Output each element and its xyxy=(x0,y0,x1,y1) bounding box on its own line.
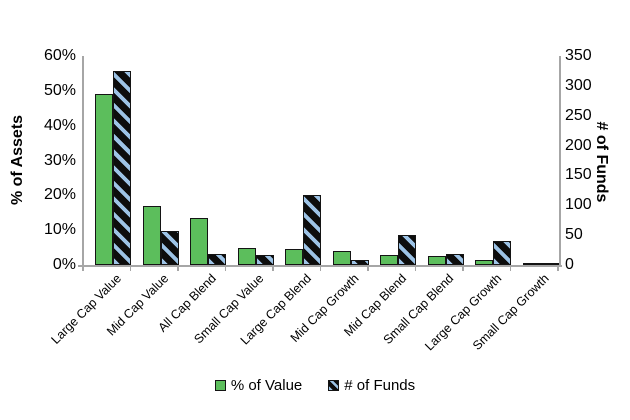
y-tick-left: 20% xyxy=(43,186,76,204)
y-tick-left: 60% xyxy=(43,47,76,64)
bar-percent-of-value xyxy=(237,247,256,265)
bar-percent-of-value xyxy=(427,256,446,265)
bar-number-of-funds xyxy=(398,235,416,265)
y-tick-left: 0% xyxy=(52,256,76,273)
bar-number-of-funds xyxy=(540,262,559,265)
bar-number-of-funds xyxy=(208,253,226,265)
y-tick-right: 200 xyxy=(565,136,592,154)
y-tick-right: 300 xyxy=(565,76,592,94)
x-axis-line xyxy=(78,265,562,267)
bar-percent-of-value xyxy=(285,249,303,265)
x-tick-mark xyxy=(319,267,321,271)
bar-number-of-funds xyxy=(303,195,321,265)
legend-swatch-green xyxy=(214,380,226,391)
x-tick-mark xyxy=(414,267,416,271)
bar-number-of-funds xyxy=(445,254,464,265)
bar-number-of-funds xyxy=(255,255,274,265)
x-tick-mark xyxy=(177,267,179,271)
x-tick-mark xyxy=(462,267,464,271)
bar-percent-of-value xyxy=(95,94,113,265)
bar-percent-of-value xyxy=(380,254,398,265)
bar-percent-of-value xyxy=(475,259,493,265)
legend-item-number-of-funds: # of Funds xyxy=(328,377,415,394)
plot-area xyxy=(82,56,561,265)
x-tick-mark xyxy=(509,267,511,271)
bar-percent-of-value xyxy=(190,217,208,265)
bar-number-of-funds xyxy=(493,241,511,265)
y-tick-left: 40% xyxy=(43,116,76,134)
x-tick-mark xyxy=(224,267,226,271)
x-tick-mark xyxy=(129,267,131,271)
legend: % of Value # of Funds xyxy=(0,377,630,394)
y-tick-right: 0 xyxy=(565,256,574,273)
y-tick-left: 30% xyxy=(43,151,76,169)
bar-number-of-funds xyxy=(113,70,131,265)
y-tick-left: 10% xyxy=(43,221,76,239)
x-tick-mark xyxy=(82,267,84,271)
bar-percent-of-value xyxy=(142,205,161,265)
y-tick-right: 250 xyxy=(565,106,592,124)
legend-label-number-of-funds: # of Funds xyxy=(344,377,416,394)
x-tick-mark xyxy=(272,267,274,271)
bar-percent-of-value xyxy=(522,263,541,265)
bar-number-of-funds xyxy=(350,260,369,265)
y-tick-right: 150 xyxy=(565,166,592,184)
legend-label-percent-of-value: % of Value xyxy=(230,377,303,394)
bar-percent-of-value xyxy=(332,251,351,265)
legend-item-percent-of-value: % of Value xyxy=(214,377,303,394)
bar-number-of-funds xyxy=(160,230,179,265)
y-tick-right: 350 xyxy=(565,47,592,64)
left-axis-title: % of Assets xyxy=(9,114,26,206)
y-tick-right: 50 xyxy=(565,226,583,244)
legend-swatch-hatched xyxy=(328,380,340,391)
y-tick-left: 50% xyxy=(43,81,76,99)
right-axis-title: # of Funds xyxy=(593,121,610,203)
x-tick-mark xyxy=(367,267,369,271)
x-tick-mark xyxy=(557,267,559,271)
y-tick-right: 100 xyxy=(565,196,592,214)
